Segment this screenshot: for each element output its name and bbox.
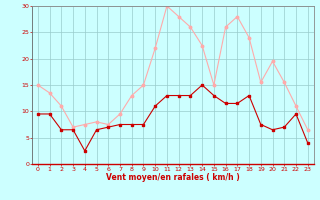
X-axis label: Vent moyen/en rafales ( km/h ): Vent moyen/en rafales ( km/h ) xyxy=(106,173,240,182)
